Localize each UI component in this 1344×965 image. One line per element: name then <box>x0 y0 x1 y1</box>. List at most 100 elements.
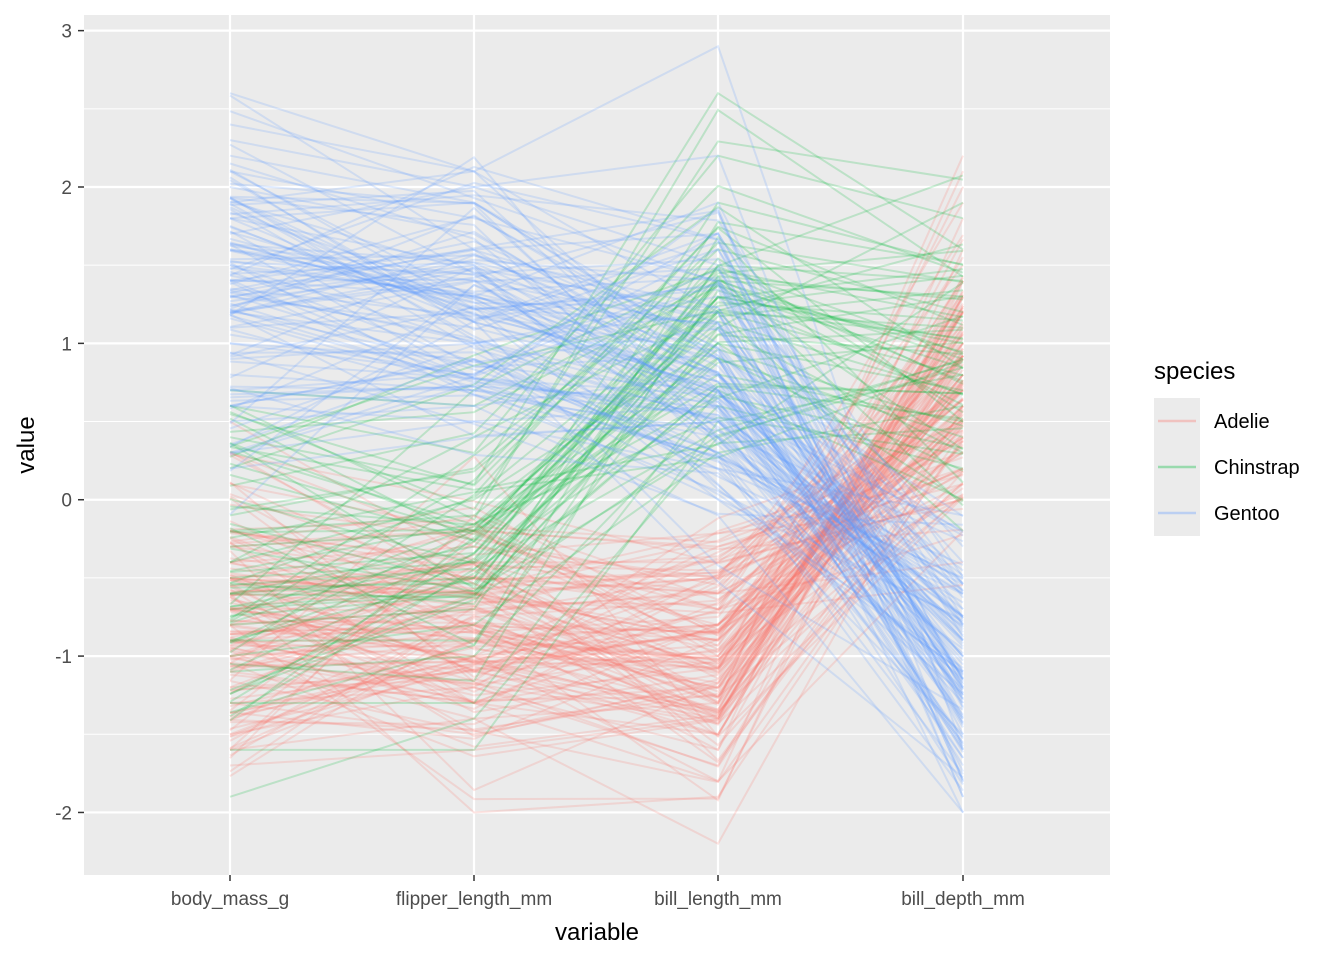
series-line-adelie <box>229 413 964 700</box>
series-line-adelie <box>229 275 964 725</box>
series-line-chinstrap <box>229 314 964 565</box>
series-line-gentoo <box>229 252 964 636</box>
series-line-chinstrap <box>229 341 964 696</box>
series-line-gentoo <box>229 200 964 697</box>
legend-label-gentoo: Gentoo <box>1214 503 1280 525</box>
series-line-chinstrap <box>229 248 964 517</box>
series-line-gentoo <box>229 268 964 619</box>
series-line-gentoo <box>229 242 964 700</box>
series-line-chinstrap <box>229 279 964 407</box>
series-line-adelie <box>229 327 964 673</box>
x-tick-label: flipper_length_mm <box>396 889 552 910</box>
series-line-adelie <box>229 424 964 714</box>
series-line-chinstrap <box>229 342 964 717</box>
series-line-adelie <box>229 330 964 732</box>
series-line-adelie <box>229 498 964 626</box>
series-line-adelie <box>229 467 964 595</box>
series-line-adelie <box>229 584 964 658</box>
series-line-gentoo <box>229 420 964 642</box>
series-line-chinstrap <box>229 333 964 599</box>
series-line-gentoo <box>229 206 964 759</box>
legend-key-adelie <box>1154 398 1200 444</box>
series-line-adelie <box>229 280 964 720</box>
series-line-adelie <box>229 373 964 658</box>
series-line-adelie <box>229 414 964 740</box>
series-line-chinstrap <box>229 281 964 574</box>
series-line-chinstrap <box>229 275 964 722</box>
series-line-gentoo <box>229 360 964 684</box>
series-line-chinstrap <box>229 416 964 573</box>
series-line-chinstrap <box>229 154 964 454</box>
legend-label-chinstrap: Chinstrap <box>1214 457 1300 479</box>
series-line-gentoo <box>229 328 964 623</box>
series-line-gentoo <box>229 168 964 696</box>
series-line-adelie <box>229 384 964 777</box>
series-line-adelie <box>229 388 964 704</box>
series-line-adelie <box>229 420 964 642</box>
series-line-gentoo <box>229 143 964 723</box>
series-line-adelie <box>229 294 964 738</box>
series-line-adelie <box>229 342 964 751</box>
series-chinstrap <box>229 91 964 798</box>
series-line-adelie <box>229 496 964 738</box>
series-line-adelie <box>229 309 964 670</box>
series-line-gentoo <box>229 139 964 735</box>
series-line-chinstrap <box>229 295 964 671</box>
series-line-gentoo <box>229 278 964 645</box>
series-line-gentoo <box>229 311 964 610</box>
series-line-adelie <box>229 469 964 636</box>
series-line-adelie <box>229 311 964 698</box>
series-line-gentoo <box>229 385 964 621</box>
y-tick-label: 0 <box>61 491 72 512</box>
series-line-adelie <box>229 451 964 611</box>
series-line-gentoo <box>229 385 964 716</box>
series-line-gentoo <box>229 231 964 577</box>
series-line-gentoo <box>229 230 964 518</box>
series-line-gentoo <box>229 189 964 618</box>
series-line-chinstrap <box>229 404 964 658</box>
series-line-adelie <box>229 307 964 636</box>
series-line-chinstrap <box>229 235 964 647</box>
series-line-adelie <box>229 363 964 723</box>
series-line-adelie <box>229 383 964 773</box>
series-line-chinstrap <box>229 268 964 458</box>
series-line-adelie <box>229 337 964 684</box>
legend-title: species <box>1154 358 1235 385</box>
data-lines <box>229 44 964 846</box>
series-line-adelie <box>229 280 964 642</box>
series-line-gentoo <box>229 404 964 579</box>
series-line-gentoo <box>229 237 964 657</box>
series-line-adelie <box>229 358 964 595</box>
series-line-adelie <box>229 561 964 673</box>
series-line-chinstrap <box>229 342 964 564</box>
series-line-gentoo <box>229 217 964 593</box>
legend-key-chinstrap <box>1154 444 1200 490</box>
series-line-gentoo <box>229 387 964 650</box>
series-line-gentoo <box>229 295 964 563</box>
series-line-adelie <box>229 470 964 726</box>
series-line-chinstrap <box>229 266 964 606</box>
series-line-adelie <box>229 311 964 752</box>
series-line-adelie <box>229 364 964 687</box>
series-line-chinstrap <box>229 274 964 534</box>
series-line-adelie <box>229 408 964 792</box>
legend-label-adelie: Adelie <box>1214 411 1270 433</box>
series-line-adelie <box>229 325 964 704</box>
series-line-gentoo <box>229 320 964 711</box>
series-line-chinstrap <box>229 243 964 448</box>
legend-key-gentoo <box>1154 490 1200 536</box>
series-line-gentoo <box>229 373 964 767</box>
series-line-adelie <box>229 440 964 692</box>
series-line-adelie <box>229 369 964 669</box>
y-tick-label: -1 <box>55 647 72 668</box>
series-line-adelie <box>229 305 964 715</box>
series-line-chinstrap <box>229 108 964 521</box>
series-line-gentoo <box>229 267 964 690</box>
series-line-adelie <box>229 348 964 736</box>
series-line-adelie <box>229 306 964 581</box>
series-line-chinstrap <box>229 264 964 626</box>
series-line-adelie <box>229 310 964 736</box>
series-line-adelie <box>229 389 964 673</box>
series-line-chinstrap <box>229 385 964 608</box>
series-line-gentoo <box>229 244 964 675</box>
